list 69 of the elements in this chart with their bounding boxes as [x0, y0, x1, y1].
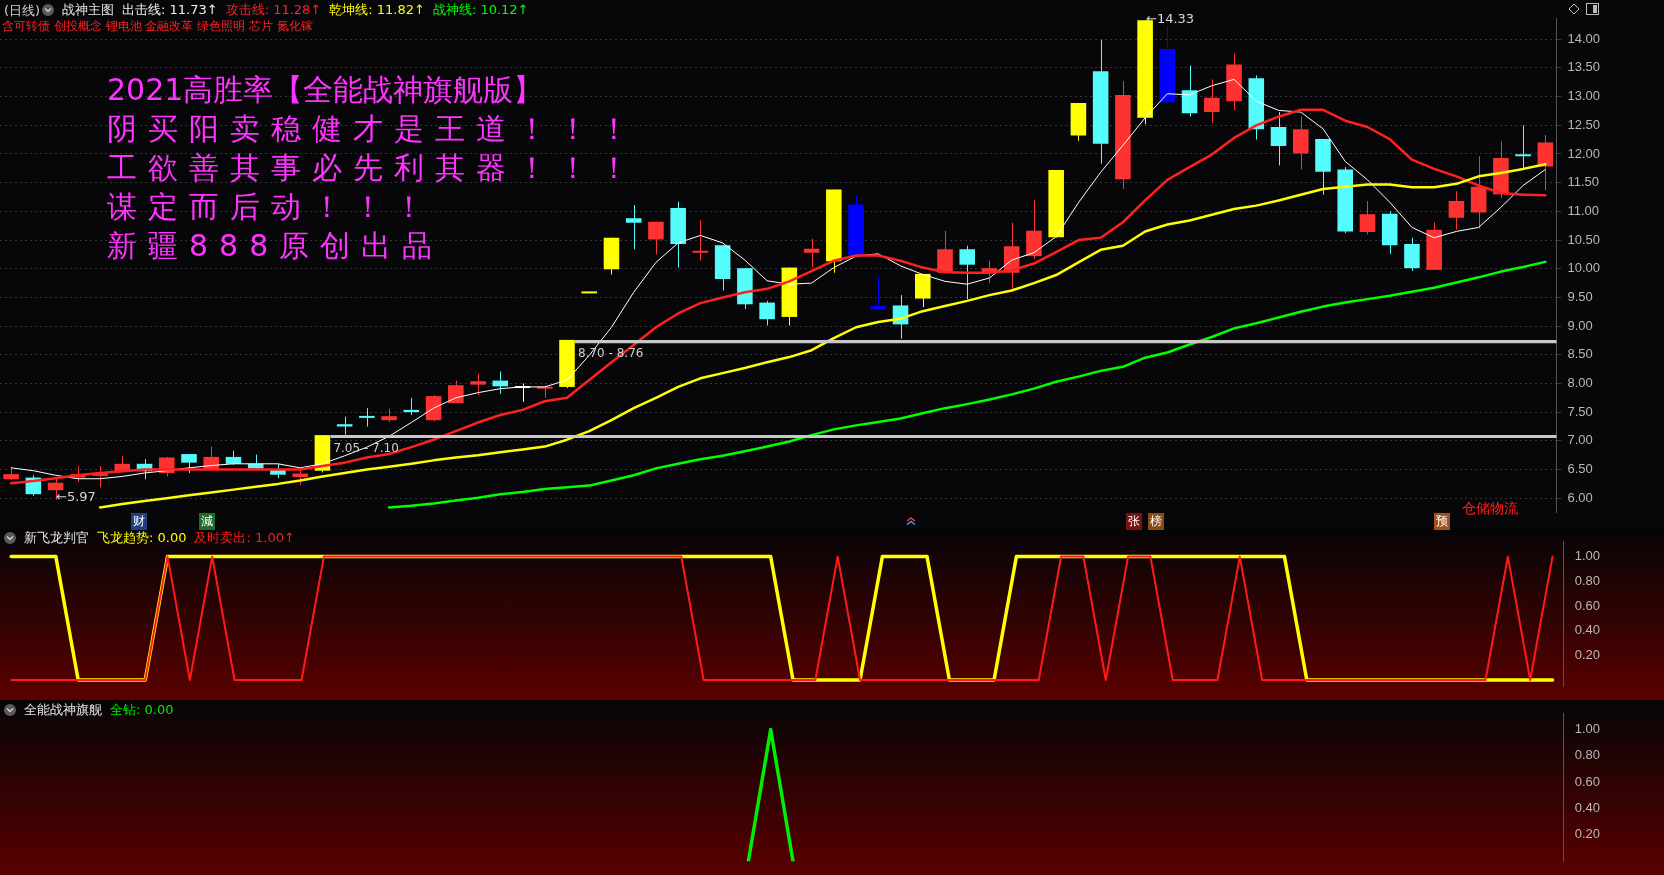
- annotation: 2021高胜率【全能战神旗舰版】: [107, 71, 544, 109]
- series-label: 飞龙趋势: 0.00: [97, 528, 187, 547]
- text: 战神线: 10.12↑: [432, 0, 529, 19]
- annotation: 仓储物流: [1462, 500, 1518, 518]
- candlestick: [470, 373, 486, 396]
- y-tick-label: 11.00: [1567, 202, 1600, 218]
- text: 预: [1434, 513, 1450, 530]
- y-tick-label: 6.50: [1567, 461, 1593, 477]
- candlestick: [625, 204, 642, 250]
- text: 财: [131, 513, 147, 530]
- candlestick: [937, 230, 953, 274]
- candlestick: [1359, 200, 1376, 235]
- annotation: 谋定而后动！！！: [107, 188, 435, 226]
- candlestick: [1270, 111, 1287, 166]
- candlestick: [692, 219, 709, 262]
- annotation: 工欲善其事必先利其器！！！: [107, 149, 640, 187]
- annotation: ←5.97: [56, 489, 96, 504]
- text: 減: [199, 513, 215, 530]
- y-tick-label: 0.60: [1574, 773, 1601, 789]
- candlestick: [648, 221, 664, 255]
- y-tick-label: 7.50: [1567, 403, 1593, 419]
- candlestick: [803, 238, 820, 268]
- candlestick: [359, 407, 375, 428]
- candlestick: [1515, 124, 1531, 169]
- y-tick-label: 11.50: [1567, 174, 1600, 190]
- candlestick: [959, 245, 976, 300]
- annotation: (日线): [4, 2, 41, 20]
- y-tick-label: 12.00: [1567, 145, 1601, 161]
- text: 攻击线: 11.28↑: [225, 0, 322, 19]
- y-tick-label: 0.60: [1574, 597, 1601, 613]
- annotation: 新疆888原创出品: [107, 227, 444, 265]
- y-tick-label: 6.00: [1567, 489, 1593, 505]
- annotation: ←14.33: [1146, 11, 1195, 26]
- y-tick-label: 14.00: [1567, 30, 1601, 46]
- y-tick-label: 1.00: [1574, 548, 1601, 564]
- y-tick-label: 13.00: [1567, 88, 1601, 104]
- y-tick-label: 10.50: [1567, 231, 1601, 247]
- text: 榜: [1148, 513, 1164, 530]
- band-label: 7.05 - 7.10: [333, 441, 399, 456]
- chart-title: 全能战神旗舰: [24, 700, 102, 719]
- y-tick-label: 0.40: [1574, 800, 1601, 816]
- y-tick-label: 13.50: [1567, 59, 1601, 75]
- y-tick-label: 10.00: [1567, 260, 1601, 276]
- y-tick-label: 9.00: [1567, 317, 1593, 333]
- candlestick: [181, 453, 197, 474]
- chart-subtitle: 含可转债 创投概念 锂电池 金融改革 绿色照明 芯片 氮化镓: [2, 18, 313, 35]
- text: 乾坤线: 11.82↑: [329, 0, 425, 19]
- chart-title: 战神主图: [62, 0, 114, 19]
- text: 出击线: 11.73↑: [122, 0, 218, 19]
- text: 张: [1126, 513, 1142, 530]
- y-tick-label: 7.00: [1567, 432, 1593, 448]
- chart-title: 新飞龙判官: [24, 528, 89, 547]
- y-tick-label: 0.80: [1574, 572, 1601, 588]
- candlestick: [759, 300, 775, 327]
- y-tick-label: 0.20: [1574, 826, 1601, 842]
- y-tick-label: 9.50: [1567, 289, 1593, 304]
- candlestick: [1181, 65, 1198, 118]
- y-tick-label: 8.00: [1567, 375, 1593, 391]
- series-label: 及时卖出: 1.00↑: [194, 528, 295, 547]
- y-tick-label: 0.40: [1574, 622, 1601, 638]
- y-tick-label: 0.80: [1574, 747, 1601, 763]
- candlestick: [1204, 78, 1220, 124]
- y-tick-label: 0.20: [1574, 646, 1601, 662]
- y-tick-label: 1.00: [1574, 721, 1601, 737]
- y-tick-label: 8.50: [1567, 346, 1593, 362]
- candlestick: [1448, 190, 1465, 231]
- y-tick-label: 12.50: [1567, 116, 1601, 132]
- text: 全钻: 0.00: [110, 700, 174, 719]
- annotation: 阴买阳卖稳健才是王道！！！: [107, 110, 640, 148]
